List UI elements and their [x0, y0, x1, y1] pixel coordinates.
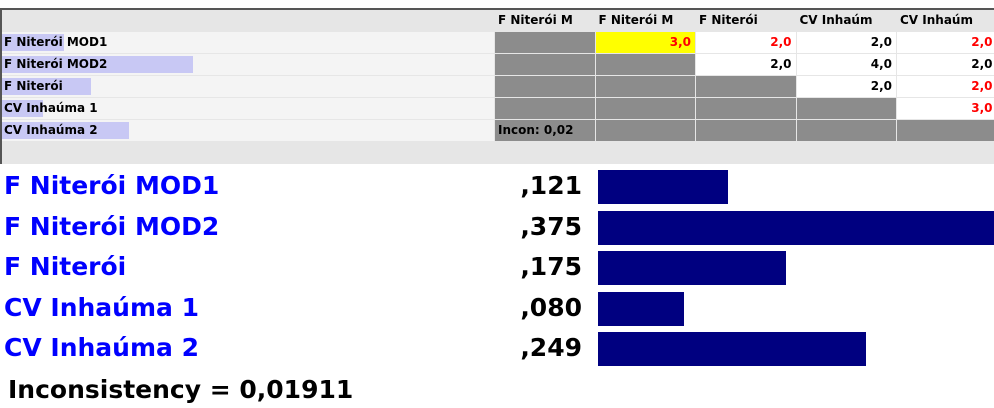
row-label: F Niterói MOD2: [4, 57, 108, 71]
empty-cell: [595, 120, 695, 141]
priority-bar: [598, 251, 787, 285]
priority-label: F Niterói MOD2: [4, 211, 220, 241]
priority-label: F Niterói MOD1: [4, 171, 220, 200]
row-label: CV Inhaúma 2: [4, 123, 98, 137]
empty-cell: [796, 120, 896, 141]
column-header: CV Inhaúm: [897, 10, 994, 31]
matrix-cell: 2,0: [796, 32, 896, 53]
empty-cell: [495, 32, 595, 53]
column-header: F Niterói: [696, 10, 796, 31]
column-header: F Niterói M: [495, 10, 595, 31]
row-label: CV Inhaúma 1: [4, 101, 98, 115]
priority-value: ,249: [520, 333, 582, 362]
matrix-cell: 3,0: [595, 32, 695, 53]
row-highlight: [2, 100, 43, 117]
priority-label: CV Inhaúma 1: [4, 292, 199, 322]
row-highlight: [2, 34, 64, 51]
priority-bar: [598, 332, 866, 366]
priority-label: F Niterói: [4, 252, 127, 281]
inconsistency: Inconsistency = 0,01911: [8, 375, 354, 404]
empty-cell: [595, 76, 695, 97]
column-header: F Niterói M: [595, 10, 695, 31]
matrix-cell: 2,0: [897, 54, 994, 75]
row-bg: [2, 76, 494, 97]
matrix-cell: 2,0: [696, 54, 796, 75]
priority-bar: [598, 170, 729, 204]
empty-cell: [495, 54, 595, 75]
row-highlight: [2, 56, 194, 73]
matrix-cell: 4,0: [796, 54, 896, 75]
empty-cell: [495, 76, 595, 97]
priority-bar: [598, 291, 684, 326]
priority-value: ,175: [520, 252, 582, 281]
priority-value: ,080: [520, 292, 582, 322]
matrix-cell: 2,0: [696, 32, 796, 53]
row-bg: [2, 98, 494, 119]
column-header: CV Inhaúm: [796, 10, 896, 31]
empty-cell: [595, 54, 695, 75]
row-highlight: [2, 122, 129, 139]
matrix-cell: 3,0: [897, 98, 994, 119]
priority-bar: [598, 210, 994, 245]
empty-cell: [696, 76, 796, 97]
matrix-cell: 2,0: [796, 76, 896, 97]
row-label: F Niterói: [4, 79, 63, 93]
empty-cell: [696, 120, 796, 141]
empty-cell: [897, 120, 994, 141]
priority-value: ,121: [520, 171, 582, 200]
empty-cell: [696, 98, 796, 119]
empty-cell: [595, 98, 695, 119]
row-label: F Niterói MOD1: [4, 35, 108, 49]
matrix-cell: Incon: 0,02: [495, 120, 595, 141]
priority-label: CV Inhaúma 2: [4, 333, 199, 362]
empty-cell: [495, 98, 595, 119]
matrix-cell: 2,0: [897, 76, 994, 97]
matrix-cell: 2,0: [897, 32, 994, 53]
priority-value: ,375: [520, 211, 582, 241]
row-bg: [2, 32, 494, 53]
empty-cell: [796, 98, 896, 119]
row-highlight: [2, 78, 92, 95]
